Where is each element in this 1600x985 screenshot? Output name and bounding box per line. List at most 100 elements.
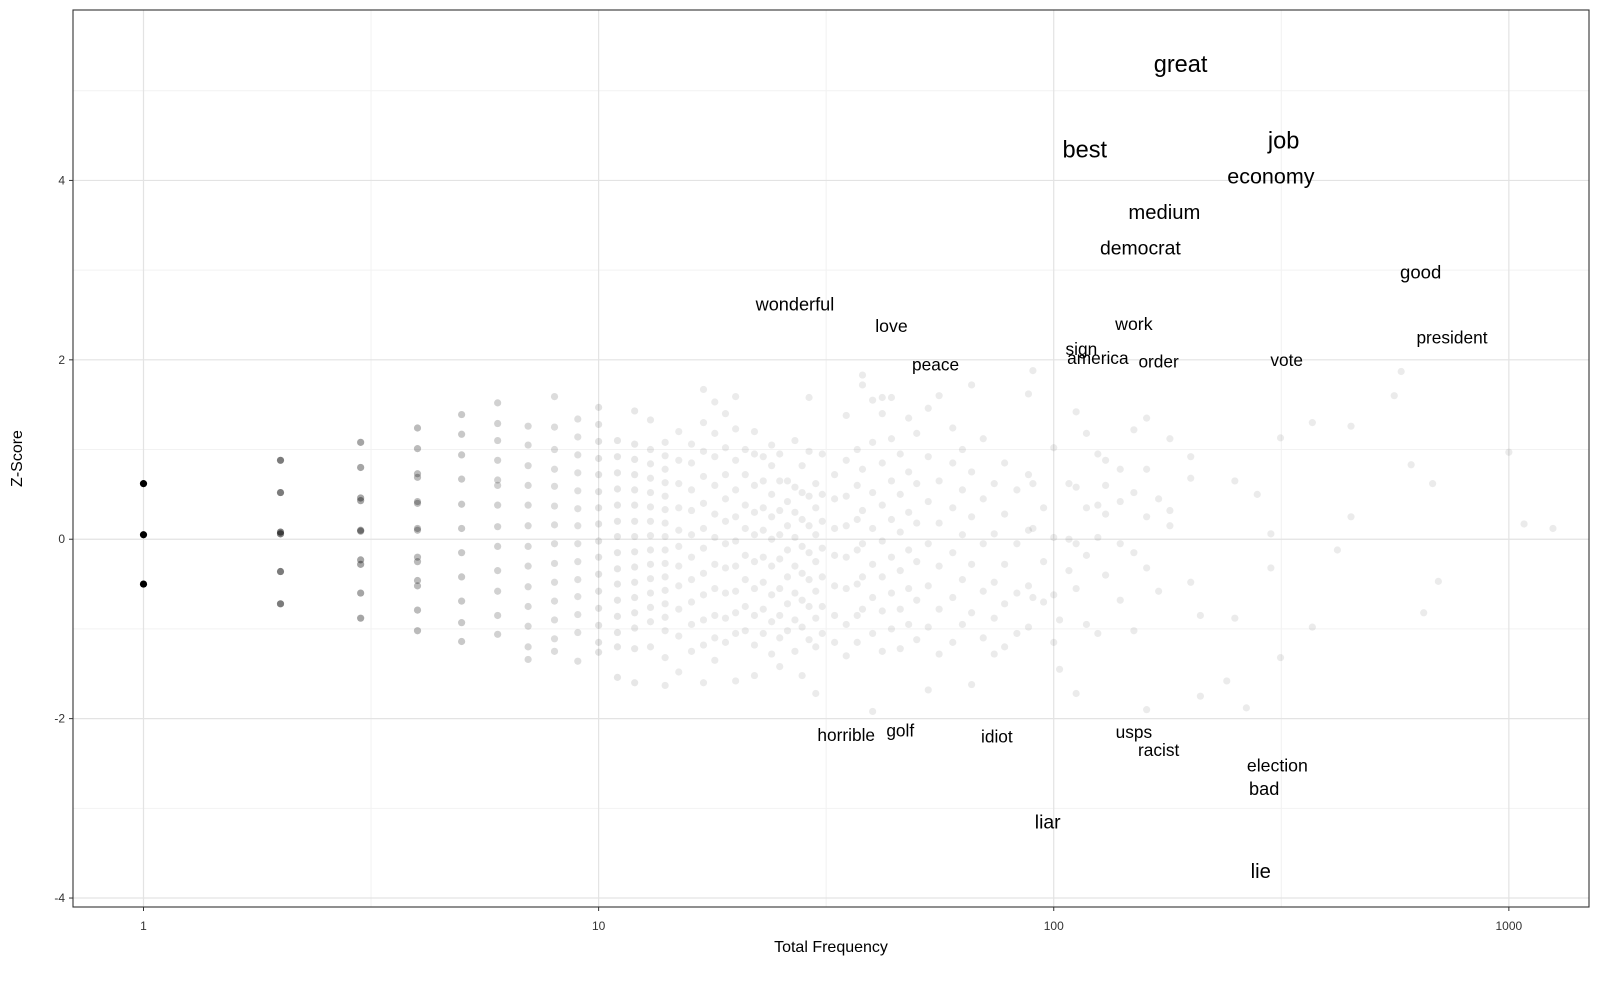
data-point [413,606,422,614]
data-points [139,366,1557,716]
data-point [869,560,877,568]
data-point [979,634,987,642]
data-point [458,524,466,533]
data-point [913,596,921,604]
data-point [276,530,285,538]
data-point [721,614,730,622]
data-point [1549,524,1557,533]
data-point [574,657,582,665]
data-point [776,663,784,671]
data-point [768,462,776,470]
data-point [711,398,719,406]
data-point [732,677,740,685]
data-point [458,451,466,459]
data-point [1072,408,1080,416]
data-point [1242,704,1250,712]
data-point [494,523,502,531]
word-label: liar [1035,812,1061,834]
data-point [1094,533,1102,542]
data-point [646,460,655,468]
x-tick-label: 10 [592,919,606,933]
data-point [924,582,932,590]
word-labels: great best job economy medium democrat good won… [755,52,1488,883]
data-point [574,415,582,423]
data-point [791,436,799,445]
word-label: great [1154,52,1208,78]
data-point [935,392,943,400]
data-point [675,480,683,488]
data-point [798,515,806,524]
data-point [675,668,683,676]
data-point [768,441,776,449]
data-point [550,578,559,586]
data-point [935,562,943,570]
word-label: golf [886,720,914,740]
data-point [646,546,655,554]
data-point [1101,510,1110,518]
data-point [768,535,776,543]
data-point [1082,504,1091,512]
data-point [613,580,622,588]
data-point [842,584,850,593]
data-point [1166,506,1174,515]
data-point [357,463,365,472]
data-point [1050,533,1058,542]
data-point [524,542,532,551]
data-point [878,501,886,509]
data-point [1082,551,1091,559]
data-point [1267,564,1275,572]
data-point [631,593,639,602]
data-point [413,524,422,533]
data-point [990,480,998,488]
data-point [661,654,669,662]
data-point [812,480,820,488]
data-point [574,540,582,548]
data-point [413,582,422,590]
data-point [842,411,850,420]
data-point [574,505,582,513]
data-point [732,425,740,433]
data-point [574,628,582,637]
data-point [1001,510,1009,518]
data-point [613,517,622,525]
data-point [768,490,776,498]
data-point [732,609,740,617]
data-point [878,573,886,581]
data-point [1434,577,1442,585]
data-point [413,473,422,481]
data-point [494,567,502,575]
data-point [1333,546,1341,554]
data-point [631,548,639,556]
data-point [675,562,683,570]
data-point [631,563,639,571]
data-point [458,410,466,419]
data-point [935,650,943,658]
data-point [458,475,466,483]
data-point [661,438,669,446]
data-point [958,575,967,584]
data-point [646,488,655,497]
data-point [1094,450,1102,458]
data-point [550,635,559,643]
word-label: bad [1249,779,1279,799]
data-point [750,611,759,620]
data-point [458,430,466,438]
data-point [750,427,759,436]
data-point [1143,513,1151,521]
word-label: vote [1270,350,1303,370]
data-point [1039,558,1048,566]
data-point [812,504,820,512]
word-label: idiot [981,727,1013,747]
data-point [1505,448,1513,456]
data-point [741,575,749,584]
data-point [595,621,603,629]
data-point [595,471,603,479]
data-point [413,499,422,507]
data-point [1276,434,1285,442]
data-point [357,526,365,534]
data-point [750,584,759,593]
data-point [646,603,655,612]
data-point [721,638,730,646]
data-point [1130,627,1138,635]
data-point [661,573,669,581]
